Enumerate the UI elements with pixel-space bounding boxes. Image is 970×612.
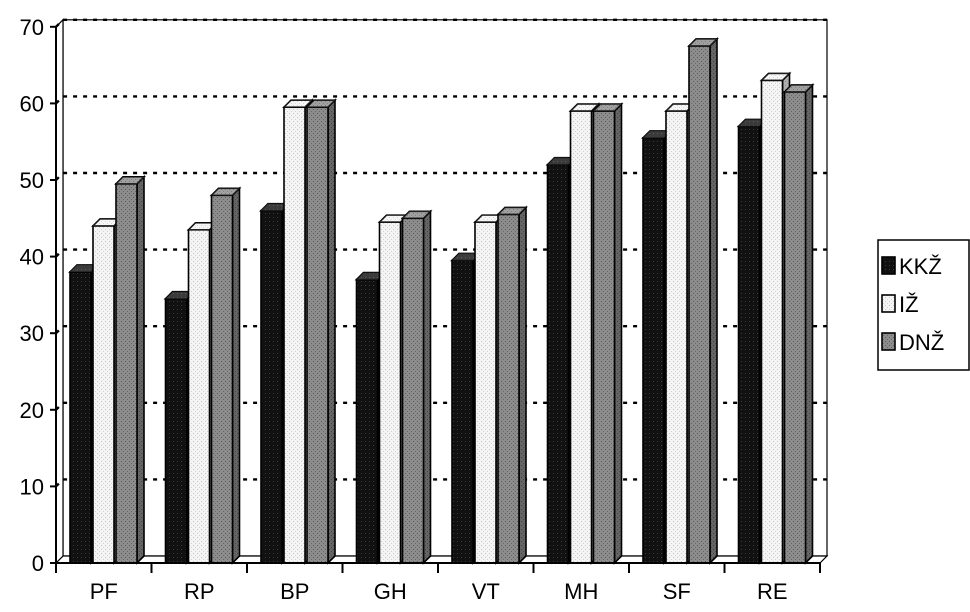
y-tick-label: 40 — [20, 245, 44, 270]
y-tick-label: 10 — [20, 474, 44, 499]
bar-pf-3 — [114, 174, 146, 565]
gridline — [55, 325, 827, 335]
y-tick-label: 0 — [32, 551, 44, 576]
y-tick-label: 30 — [20, 321, 44, 346]
legend-item: IŽ — [881, 292, 919, 317]
gridline — [55, 248, 827, 258]
gridline — [55, 95, 827, 105]
legend-swatch — [881, 294, 896, 313]
axes: 0 10 20 30 40 50 60 70 PF RP BP GH VT MH SF RE — [20, 15, 821, 604]
x-tick-label: BP — [280, 579, 309, 604]
gridline — [55, 171, 827, 181]
bar-rp-3 — [209, 186, 242, 565]
legend-label: KKŽ — [899, 254, 942, 279]
gridline — [55, 478, 827, 488]
legend: KKŽ IŽ DNŽ — [877, 239, 970, 371]
bar-mh-3 — [591, 102, 624, 565]
y-tick-label: 50 — [20, 168, 44, 193]
legend-label: DNŽ — [899, 330, 944, 355]
x-tick-label: RE — [757, 579, 788, 604]
x-tick-label: PF — [90, 579, 118, 604]
y-tick-label: 60 — [20, 91, 44, 116]
legend-item: DNŽ — [881, 330, 944, 355]
legend-item: KKŽ — [881, 254, 942, 279]
y-tick-label: 70 — [20, 15, 44, 40]
gridlines — [55, 18, 827, 488]
legend-swatch — [881, 256, 896, 275]
bar-gh-3 — [400, 209, 433, 565]
gridline — [55, 401, 827, 411]
gridline — [55, 18, 827, 28]
legend-swatch — [881, 332, 896, 351]
x-tick-label: GH — [374, 579, 407, 604]
bar-re-3 — [782, 82, 815, 565]
bar-sf-3 — [687, 37, 719, 565]
x-tick-label: SF — [663, 579, 691, 604]
bar-vt-3 — [496, 205, 528, 565]
x-tick-label: RP — [184, 579, 215, 604]
x-tick-label: VT — [472, 579, 500, 604]
x-tick-label: MH — [564, 579, 598, 604]
y-tick-label: 20 — [20, 398, 44, 423]
legend-label: IŽ — [899, 292, 919, 317]
bar-bp-3 — [305, 98, 337, 565]
